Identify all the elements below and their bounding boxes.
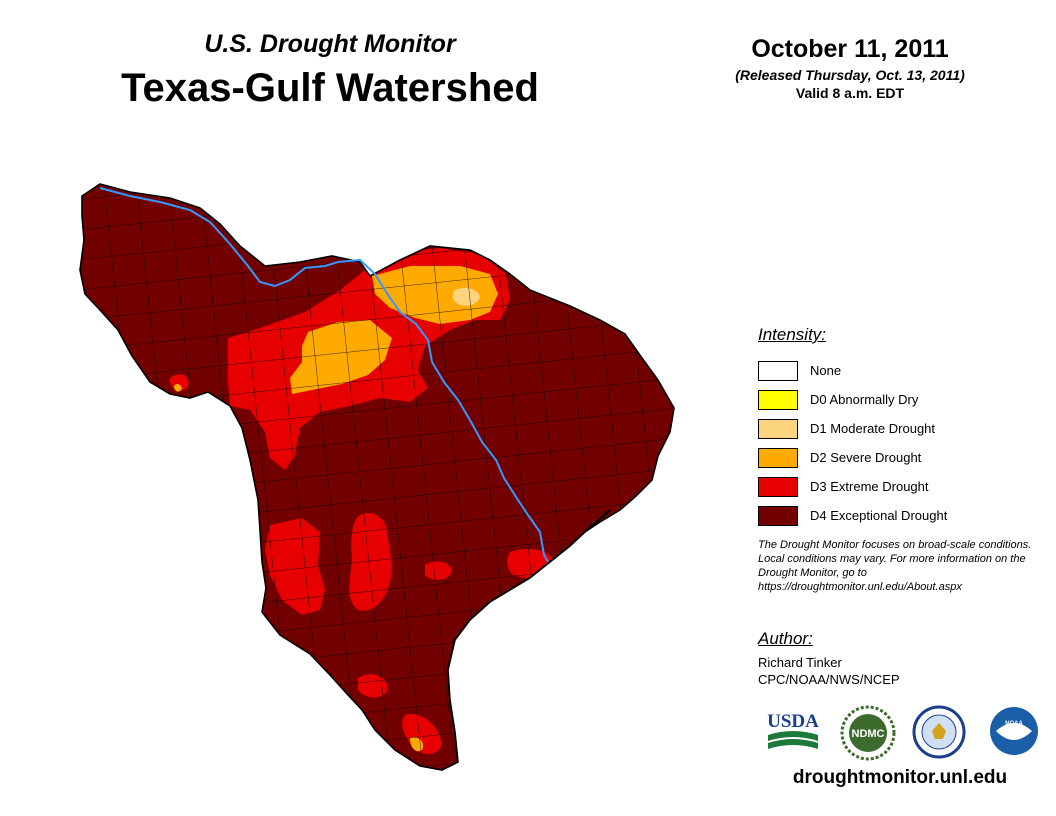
drought-areas (80, 184, 674, 770)
author-block: Author: Richard Tinker CPC/NOAA/NWS/NCEP (758, 628, 1038, 688)
usda-logo-text: USDA (767, 711, 819, 732)
usda-logo: USDA (767, 711, 819, 749)
seal-eagle-icon (932, 723, 946, 739)
drought-map (79, 183, 675, 771)
legend-label: D2 Severe Drought (810, 450, 922, 465)
map-subtitle: U.S. Drought Monitor (204, 30, 456, 58)
legend-swatch (758, 447, 798, 468)
legend-heading: Intensity: (758, 325, 827, 344)
release-date: (Released Thursday, Oct. 13, 2011) (735, 67, 965, 83)
legend-swatch (758, 360, 798, 381)
legend-item: D3 Extreme Drought (758, 472, 1048, 501)
legend-label: D0 Abnormally Dry (810, 392, 919, 407)
ndmc-logo-text: NDMC (852, 728, 885, 740)
legend-item: D0 Abnormally Dry (758, 385, 1048, 414)
legend-items: None D0 Abnormally Dry D1 Moderate Drought… (758, 356, 1048, 530)
valid-time: Valid 8 a.m. EDT (795, 85, 905, 101)
legend-item: D4 Exceptional Drought (758, 501, 1048, 530)
agency-logos: USDA NDMC NOAA (760, 705, 1050, 765)
county-lines (80, 184, 674, 770)
noaa-logo-text: NOAA (1005, 721, 1023, 727)
legend-swatch (758, 389, 798, 410)
ndmc-logo-disc (849, 714, 887, 752)
river (99, 187, 549, 563)
website-link[interactable]: droughtmonitor.unl.edu (792, 767, 1008, 788)
commerce-seal-logo (912, 705, 966, 759)
noaa-logo: NOAA (990, 707, 1038, 755)
usda-logo-wave (768, 731, 818, 741)
legend-item: D1 Moderate Drought (758, 414, 1048, 443)
usda-logo-wave-lower (768, 739, 818, 749)
legend-swatch (758, 418, 798, 439)
author-org: CPC/NOAA/NWS/NCEP (758, 672, 900, 687)
legend-item: D2 Severe Drought (758, 443, 1048, 472)
ndmc-logo: NDMC (840, 705, 896, 761)
legend-swatch (758, 505, 798, 526)
legend: Intensity: None D0 Abnormally Dry D1 Moder… (758, 324, 1048, 530)
legend-item: None (758, 356, 1048, 385)
disclaimer-note: The Drought Monitor focuses on broad-sca… (758, 539, 1032, 593)
legend-swatch (758, 476, 798, 497)
noaa-logo-bird-icon (996, 723, 1032, 740)
map-date: October 11, 2011 (751, 35, 949, 63)
map-header: U.S. Drought Monitor Texas-Gulf Watershe… (60, 28, 600, 114)
date-block: October 11, 2011 (Released Thursday, Oct… (690, 34, 1010, 103)
legend-label: D3 Extreme Drought (810, 479, 929, 494)
legend-label: D1 Moderate Drought (810, 421, 936, 436)
map-title: Texas-Gulf Watershed (121, 66, 539, 110)
legend-label: D4 Exceptional Drought (810, 508, 948, 523)
author-heading: Author: (758, 629, 813, 648)
legend-label: None (810, 363, 842, 378)
author-name: Richard Tinker (758, 655, 842, 670)
